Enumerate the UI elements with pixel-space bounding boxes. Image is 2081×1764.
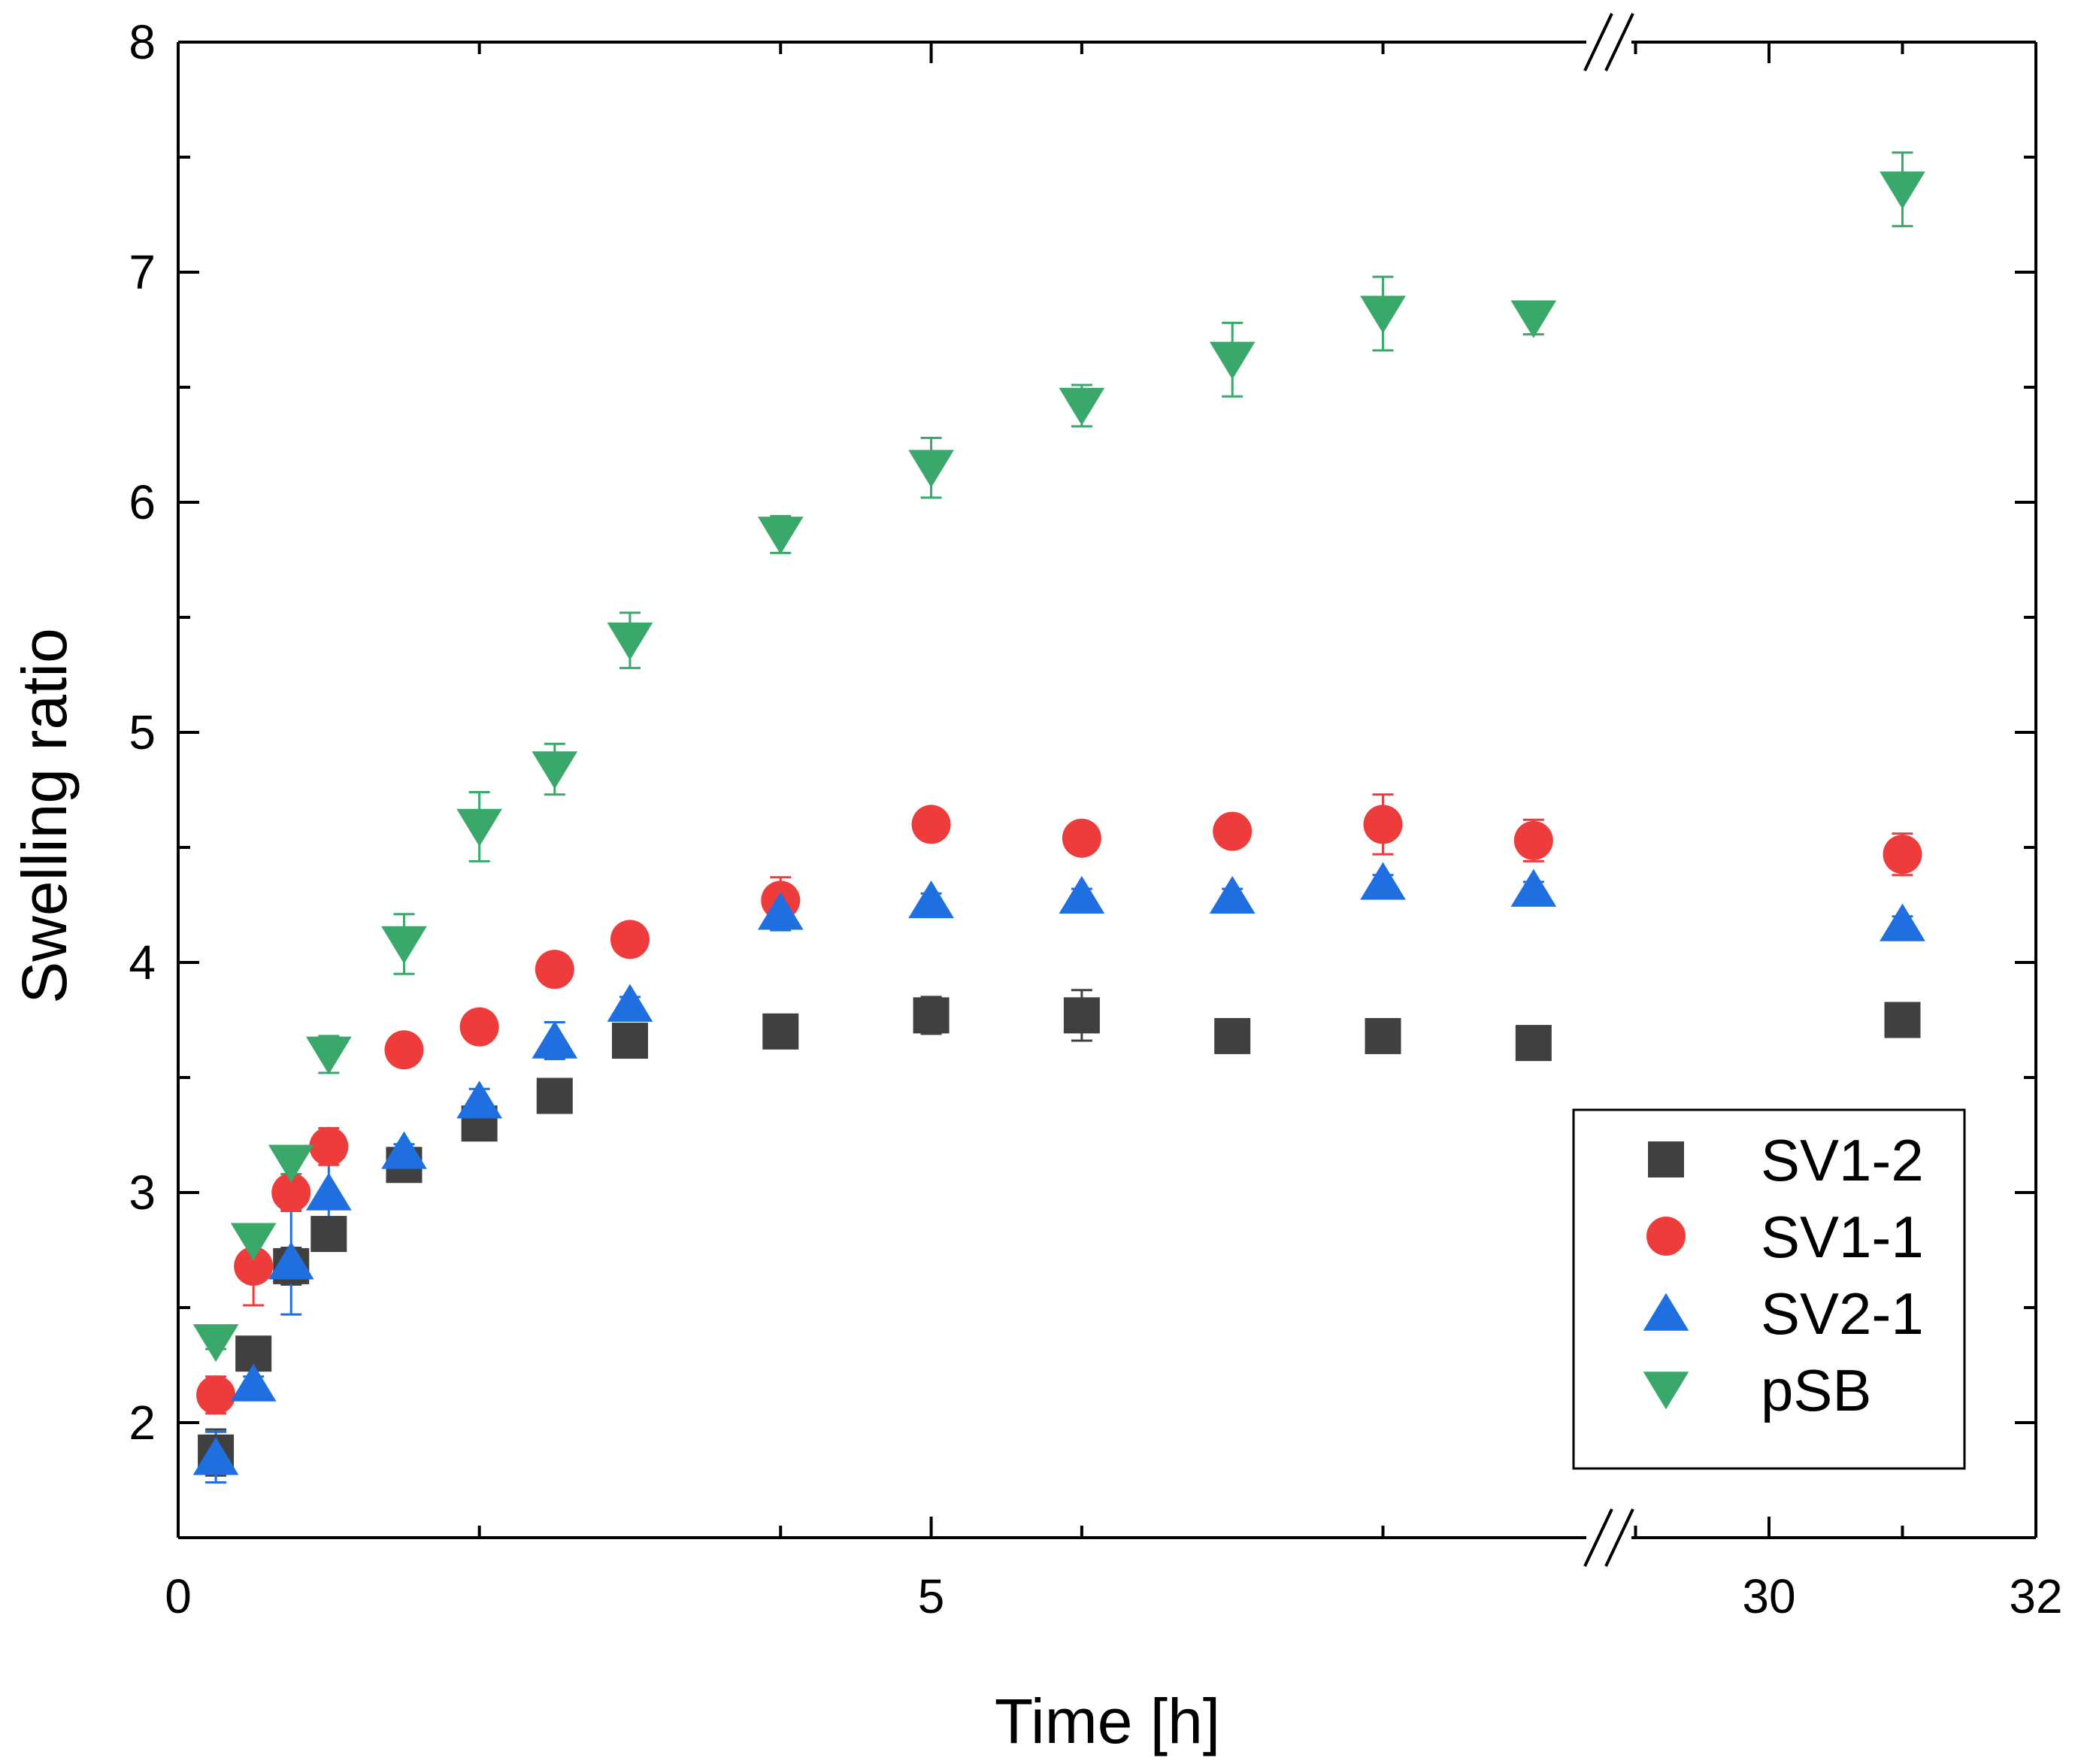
data-point-sv2-1	[1360, 862, 1406, 900]
data-point-sv1-1	[1062, 818, 1101, 858]
x-tick-label: 0	[165, 1569, 192, 1623]
data-point-sv1-1	[1363, 805, 1403, 844]
legend-marker-sv2-1	[1643, 1293, 1689, 1331]
data-point-sv1-1	[1883, 835, 1922, 874]
data-point-sv2-1	[607, 984, 653, 1022]
axis-break-mark-bottom-2	[1604, 1508, 1634, 1567]
data-point-sv1-1	[384, 1030, 424, 1070]
data-point-sv1-1	[196, 1375, 236, 1415]
data-point-psb	[757, 517, 804, 555]
data-point-sv2-1	[1880, 903, 1925, 941]
data-point-sv1-1	[1513, 820, 1553, 860]
data-point-psb	[1059, 387, 1105, 426]
data-point-sv1-2	[536, 1077, 573, 1114]
data-point-psb	[381, 926, 427, 964]
y-tick-label: 5	[129, 705, 156, 759]
data-point-sv1-2	[611, 1023, 648, 1059]
data-point-sv1-2	[762, 1013, 799, 1050]
legend-marker-sv1-1	[1646, 1217, 1686, 1256]
axes	[177, 13, 2037, 1567]
legend-marker-psb	[1643, 1371, 1689, 1410]
data-point-psb	[1360, 296, 1406, 334]
data-point-psb	[1209, 341, 1256, 380]
legend-label-psb: pSB	[1761, 1357, 1871, 1423]
tick-labels: 2 3 4 5 6 7 8 0 5 30 32	[129, 15, 2062, 1623]
data-point-sv1-1	[911, 805, 951, 844]
data-point-sv2-1	[757, 892, 804, 930]
y-tick-label: 7	[129, 245, 156, 299]
data-point-sv1-2	[1214, 1017, 1251, 1054]
y-tick-label: 4	[129, 935, 156, 990]
x-tick-label: 30	[1742, 1569, 1795, 1623]
legend-marker-sv1-2	[1648, 1141, 1684, 1178]
data-point-sv2-1	[1209, 875, 1256, 914]
legend-label-sv1-1: SV1-1	[1761, 1204, 1924, 1270]
data-point-psb	[1880, 171, 1925, 210]
y-axis-title: Swelling ratio	[9, 628, 80, 1004]
legend-label-sv2-1: SV2-1	[1761, 1281, 1924, 1347]
x-tick-label: 5	[918, 1569, 945, 1623]
data-point-sv2-1	[305, 1172, 352, 1211]
data-point-psb	[230, 1223, 277, 1261]
legend: SV1-2 SV1-1 SV2-1 pSB	[1572, 1108, 1966, 1470]
data-point-sv1-1	[459, 1007, 499, 1047]
data-point-sv2-1	[381, 1131, 427, 1169]
data-point-psb	[908, 450, 954, 488]
data-point-psb	[192, 1324, 239, 1362]
axis-break-mark-bottom-1	[1583, 1508, 1613, 1567]
data-point-sv1-2	[1884, 1002, 1921, 1038]
x-tick-label: 32	[2009, 1569, 2062, 1623]
data-point-psb	[456, 808, 502, 847]
data-point-sv1-1	[234, 1246, 274, 1286]
data-point-psb	[607, 622, 653, 660]
data-point-sv1-1	[271, 1173, 311, 1212]
data-point-sv1-1	[1213, 811, 1253, 851]
data-point-psb	[1510, 300, 1557, 338]
data-point-sv2-1	[532, 1020, 578, 1059]
data-point-sv1-2	[310, 1216, 347, 1253]
data-point-sv2-1	[456, 1081, 502, 1119]
legend-box	[1572, 1108, 1966, 1470]
data-point-psb	[268, 1144, 314, 1183]
data-point-sv2-1	[908, 880, 954, 919]
data-point-psb	[305, 1036, 352, 1074]
data-point-sv2-1	[268, 1241, 314, 1280]
data-point-sv2-1	[1059, 875, 1105, 914]
data-point-sv2-1	[1510, 868, 1557, 907]
data-point-sv1-1	[309, 1126, 349, 1166]
data-point-sv1-2	[913, 997, 950, 1034]
y-tick-label: 6	[129, 475, 156, 529]
data-points	[192, 171, 1925, 1475]
legend-label-sv1-2: SV1-2	[1761, 1127, 1924, 1193]
data-point-sv2-1	[230, 1363, 277, 1402]
axis-break-mark-top-2	[1604, 13, 1634, 71]
data-point-sv1-2	[1063, 997, 1100, 1034]
data-point-psb	[532, 751, 578, 790]
axis-break-mark-top-1	[1583, 13, 1613, 71]
data-point-sv1-1	[535, 950, 574, 990]
data-point-sv2-1	[192, 1437, 239, 1475]
data-point-sv1-2	[1365, 1017, 1401, 1054]
data-point-sv1-2	[1515, 1025, 1552, 1062]
y-tick-label: 3	[129, 1165, 156, 1220]
y-tick-label: 2	[129, 1396, 156, 1450]
data-point-sv1-1	[610, 920, 650, 959]
y-tick-label: 8	[129, 15, 156, 69]
x-axis-title: Time [h]	[995, 1686, 1220, 1756]
